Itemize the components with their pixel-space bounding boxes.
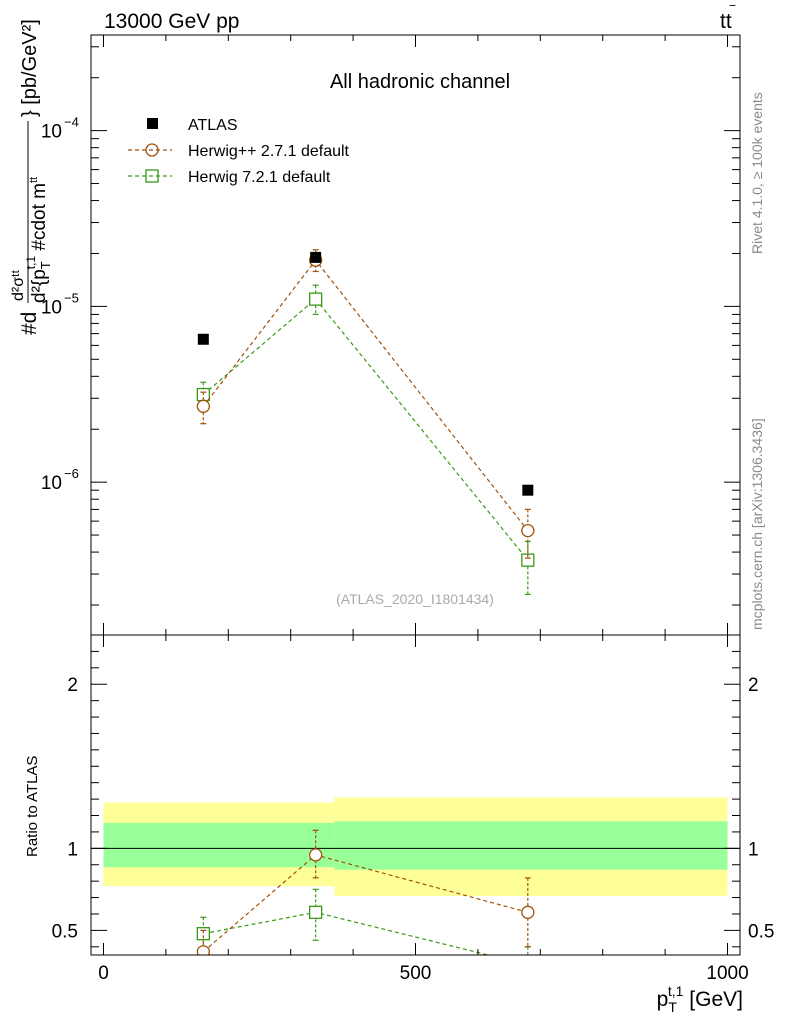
legend-atlas-marker [147,118,158,129]
ylabel-den-sup: t,1 [24,256,38,270]
legend-herwig7-marker [145,169,159,183]
ratio-series-layer [196,829,535,971]
legend-herwigpp-label: Herwig++ 2.7.1 default [188,143,350,160]
ratio-y-axis-label: Ratio to ATLAS [24,756,41,857]
ylabel-den-rest-sup: tt [28,177,40,183]
y-tick-label-main-exp-0: −4 [64,115,79,130]
ratio-point-herwig7-1 [309,905,323,919]
x-axis-label-sup: t,1 [668,983,684,999]
y-tick-label-ratio-left-1: 1 [67,839,78,860]
main-y-axis-label: #d d²σᵗᵗ d²{pTt,1 #cdot mtt } [pb/GeV²] [10,19,53,335]
header-right-bar: ‾ [729,4,736,21]
rivet-label: Rivet 4.1.0, ≥ 100k events [749,92,765,254]
uncertainty-bands [103,797,728,896]
x-tick-label-2: 1000 [706,963,748,984]
ylabel-units: } [pb/GeV²] [19,19,41,117]
x-axis-label-units: [GeV] [683,988,743,1011]
legend-herwig7-label: Herwig 7.2.1 default [188,169,331,186]
band-inner-bin-0 [103,822,335,868]
ratio-point-herwigpp-1 [309,848,323,862]
y-tick-label-ratio-left-2: 2 [67,675,78,696]
ylabel-numerator: d²σᵗᵗ [10,269,27,301]
y-tick-label-ratio-right-2: 2 [748,675,759,696]
ylabel-denominator: d²{pTt,1 #cdot mtt [24,177,53,303]
y-tick-label-ratio-right-0: 0.5 [748,921,774,942]
x-tick-label-0: 0 [98,963,109,984]
main-title: All hadronic channel [330,71,510,93]
y-tick-label-main-exp-1: −5 [64,290,79,305]
main-line-2 [202,298,529,561]
main-point-herwig7-2 [521,553,535,567]
ylabel-den-rest: #cdot m [29,183,50,256]
watermark: (ATLAS_2020_I1801434) [336,591,494,607]
main-point-herwig7-1 [309,292,323,306]
band-inner-bin-1 [334,821,728,870]
mcplots-label: mcplots.cern.ch [arXiv:1306.3436] [749,418,765,630]
x-tick-label-1: 500 [400,963,432,984]
x-axis-label: pTt,1 [GeV] [657,983,743,1015]
ratio-line-2 [203,911,491,955]
header-left: 13000 GeV pp [104,10,239,33]
ratio-frame [90,634,741,956]
ylabel-den-sub: T [38,261,53,269]
ratio-point-herwig7-2 [522,959,534,971]
legend-atlas-label: ATLAS [188,117,238,134]
y-tick-label-ratio-left-0: 0.5 [52,921,78,942]
header-right: tt [720,10,732,33]
main-point-herwigpp-2 [521,523,535,538]
y-tick-label-ratio-right-1: 1 [748,839,759,860]
main-point-atlas-1 [310,251,322,263]
main-point-herwigpp-0 [196,399,210,413]
y-tick-label-main-0: 10 [41,122,62,143]
ratio-point-herwigpp-2 [521,905,535,919]
y-tick-label-main-exp-2: −6 [64,466,79,481]
main-point-atlas-0 [197,333,209,345]
ylabel-prefix: #d [18,312,41,335]
y-tick-label-main-1: 10 [41,297,62,318]
legend: ATLAS Herwig++ 2.7.1 default Herwig 7.2.… [128,117,350,186]
y-tick-label-main-2: 10 [41,473,62,494]
legend-herwigpp-marker [145,143,159,157]
ratio-point-herwigpp-0 [196,945,210,955]
main-point-atlas-2 [522,484,534,496]
main-series-layer [196,249,535,595]
x-axis-label-main: p [657,988,669,1011]
main-line-1 [202,259,529,531]
ylabel-den-main: d²{p [29,269,50,303]
x-axis-label-sub: T [668,999,677,1015]
